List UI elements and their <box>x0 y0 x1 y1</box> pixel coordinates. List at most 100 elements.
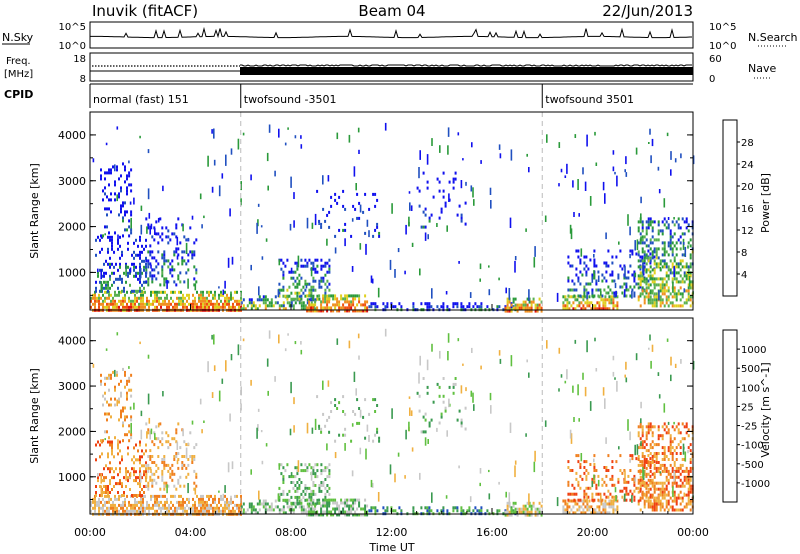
power-cell <box>300 264 303 268</box>
velocity-cell <box>665 475 668 479</box>
velocity-cell <box>162 503 164 507</box>
power-cell <box>122 305 124 309</box>
power-cell <box>290 270 293 274</box>
velocity-cell <box>639 498 642 502</box>
velocity-cell <box>218 506 220 510</box>
velocity-cell <box>189 455 192 458</box>
velocity-cell <box>324 466 327 470</box>
power-cell <box>631 288 634 292</box>
power-cell <box>641 250 644 254</box>
power-cell <box>133 268 135 272</box>
power-cell <box>674 158 677 163</box>
velocity-cell <box>667 493 670 497</box>
velocity-cell <box>530 504 533 508</box>
power-cell <box>536 306 539 310</box>
power-cell <box>117 241 119 245</box>
velocity-cell <box>411 447 414 452</box>
power-cell <box>143 265 145 269</box>
velocity-cell <box>156 494 158 498</box>
power-cell <box>126 210 128 214</box>
power-cell <box>394 269 396 278</box>
velocity-cell <box>124 418 126 422</box>
velocity-cell <box>324 504 327 508</box>
velocity-cell <box>677 443 680 447</box>
velocity-cell <box>312 469 315 473</box>
velocity-cell <box>687 493 690 497</box>
velocity-cell <box>673 461 676 464</box>
power-cell <box>326 213 329 217</box>
power-cell <box>677 280 680 284</box>
power-cell <box>186 293 188 297</box>
velocity-cell <box>370 506 373 510</box>
velocity-cell <box>176 460 179 465</box>
velocity-cell <box>119 440 121 444</box>
velocity-cell <box>534 510 537 514</box>
power-cell <box>320 285 323 289</box>
power-cell <box>567 288 570 292</box>
power-cell <box>444 204 447 208</box>
power-cell <box>302 285 305 289</box>
power-cell <box>659 304 662 308</box>
power-cell <box>506 300 509 304</box>
velocity-cell <box>286 501 289 505</box>
power-cell <box>270 298 273 302</box>
velocity-cell <box>520 507 523 511</box>
velocity-cell <box>460 509 463 513</box>
velocity-cell <box>122 421 124 425</box>
power-cell <box>358 216 361 220</box>
velocity-cell <box>673 481 676 485</box>
velocity-cell <box>183 463 186 467</box>
power-cell <box>173 253 176 257</box>
power-cell <box>100 168 102 172</box>
velocity-cell <box>214 497 216 501</box>
power-cell <box>681 232 684 236</box>
power-cell <box>183 259 186 263</box>
velocity-cell <box>110 403 112 407</box>
velocity-cell <box>448 385 451 389</box>
power-cell <box>641 286 644 290</box>
velocity-cell <box>460 421 463 425</box>
velocity-cell <box>161 472 164 476</box>
power-cell <box>124 296 126 300</box>
velocity-cell <box>424 418 427 422</box>
power-cell <box>131 289 133 293</box>
power-cell <box>447 145 449 155</box>
power-cell <box>286 301 289 305</box>
velocity-cell <box>350 498 353 502</box>
velocity-cell <box>174 509 176 513</box>
velocity-cell <box>264 508 267 512</box>
power-cell <box>506 297 509 301</box>
power-cell <box>143 268 145 272</box>
power-cell <box>250 298 253 302</box>
power-cell <box>95 286 97 290</box>
velocity-cell <box>288 508 291 512</box>
velocity-cell <box>198 497 200 501</box>
power-cell <box>139 135 141 139</box>
velocity-cell <box>612 505 615 509</box>
power-cell <box>657 220 660 224</box>
velocity-cell <box>653 487 656 491</box>
power-cell <box>110 293 112 297</box>
power-cell <box>348 300 351 304</box>
power-cell <box>689 238 692 242</box>
power-cell <box>348 309 351 313</box>
velocity-cell <box>609 477 612 481</box>
velocity-cell <box>593 458 595 463</box>
velocity-cell <box>280 508 283 512</box>
velocity-cell <box>623 493 626 502</box>
velocity-cell <box>119 467 121 471</box>
nsky-panel <box>89 21 694 49</box>
velocity-cell <box>577 454 580 458</box>
velocity-cell <box>346 513 349 517</box>
power-cell <box>260 225 263 228</box>
velocity-cell <box>161 458 164 461</box>
velocity-cell <box>662 464 664 467</box>
velocity-cell <box>569 429 572 439</box>
velocity-cell <box>655 508 658 512</box>
power-cell <box>389 259 392 270</box>
power-cell <box>296 264 299 268</box>
power-cell <box>689 280 692 284</box>
power-cell <box>386 305 389 309</box>
velocity-cell <box>416 391 419 395</box>
power-cell <box>282 270 285 274</box>
